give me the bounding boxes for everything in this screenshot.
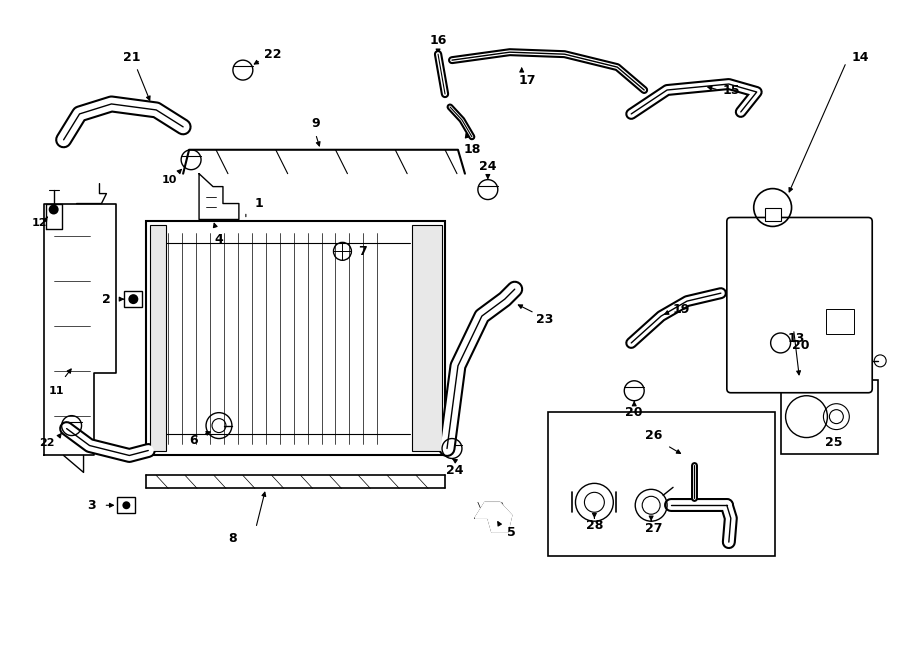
Text: 11: 11 — [49, 386, 65, 396]
Circle shape — [49, 204, 58, 214]
Text: 28: 28 — [586, 519, 603, 531]
Text: 13: 13 — [788, 332, 806, 346]
Text: 18: 18 — [464, 143, 481, 156]
Polygon shape — [475, 502, 512, 532]
Text: 26: 26 — [645, 429, 662, 442]
Text: 5: 5 — [508, 525, 516, 539]
Text: 7: 7 — [358, 245, 366, 258]
Bar — [124, 291, 142, 307]
Text: 8: 8 — [229, 531, 238, 545]
Text: 24: 24 — [446, 464, 464, 477]
Text: 10: 10 — [161, 175, 177, 184]
Circle shape — [122, 501, 130, 509]
Bar — [547, 412, 775, 556]
Text: 27: 27 — [645, 522, 663, 535]
Bar — [117, 497, 135, 513]
Text: 24: 24 — [479, 160, 497, 173]
Text: 19: 19 — [672, 303, 689, 315]
Bar — [826, 309, 854, 334]
Text: 9: 9 — [311, 118, 320, 130]
Text: 2: 2 — [102, 293, 111, 305]
Text: 22: 22 — [39, 438, 55, 447]
Text: 16: 16 — [429, 34, 446, 47]
Bar — [780, 380, 878, 455]
Text: 14: 14 — [851, 51, 869, 63]
Text: 4: 4 — [214, 233, 223, 246]
FancyBboxPatch shape — [727, 217, 872, 393]
Circle shape — [129, 294, 139, 304]
Text: 23: 23 — [536, 313, 554, 326]
Text: 3: 3 — [87, 499, 95, 512]
Text: 17: 17 — [519, 73, 536, 87]
Text: 15: 15 — [722, 83, 740, 97]
Bar — [147, 221, 445, 455]
Text: 21: 21 — [122, 51, 140, 63]
Bar — [150, 225, 166, 451]
Text: 1: 1 — [255, 197, 263, 210]
Text: 20: 20 — [792, 340, 809, 352]
Text: 12: 12 — [32, 218, 48, 229]
Bar — [412, 225, 442, 451]
Bar — [765, 208, 780, 221]
Text: 22: 22 — [264, 48, 282, 61]
Text: 25: 25 — [824, 436, 842, 449]
Text: 6: 6 — [189, 434, 197, 447]
Text: 20: 20 — [626, 406, 643, 419]
